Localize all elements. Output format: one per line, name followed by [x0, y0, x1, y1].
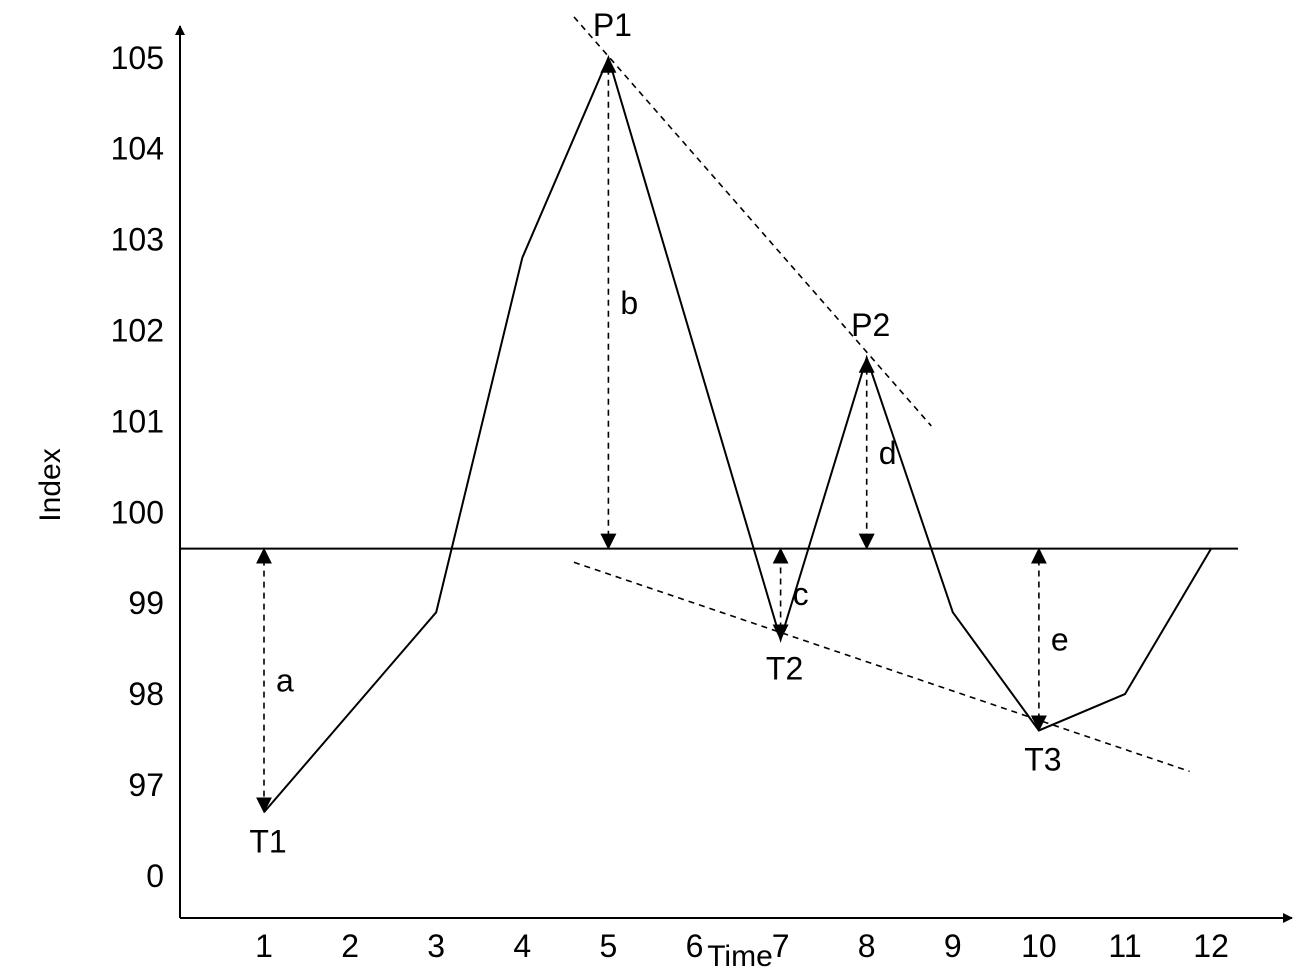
x-tick-label: 7	[772, 928, 790, 964]
point-label: T1	[249, 823, 286, 859]
x-tick-label: 6	[686, 928, 704, 964]
trend-line	[573, 16, 932, 427]
x-tick-label: 10	[1021, 928, 1057, 964]
x-tick-label: 8	[858, 928, 876, 964]
point-labels: T1 P1 T2 P2 T3	[249, 7, 1061, 859]
y-tick-label: 105	[111, 40, 164, 76]
point-label: T3	[1024, 741, 1061, 777]
point-label: T2	[766, 651, 803, 687]
point-label: P2	[851, 307, 890, 343]
y-tick-labels: 0 97 98 99 100 101 102 103 104 105	[111, 40, 164, 894]
measure-label: e	[1051, 622, 1069, 658]
measure-label: a	[276, 662, 294, 698]
x-tick-labels: 1 2 3 4 5 6 7 8 9 10 11 12	[255, 928, 1229, 964]
x-tick-label: 9	[944, 928, 962, 964]
y-tick-label: 104	[111, 131, 164, 167]
y-tick-label: 103	[111, 222, 164, 258]
measure-arrows: a b c d e	[256, 56, 1069, 814]
y-axis-title: Index	[34, 448, 67, 521]
y-tick-label: 101	[111, 403, 164, 439]
x-tick-label: 5	[600, 928, 618, 964]
y-tick-label: 99	[128, 585, 164, 621]
point-label: P1	[593, 7, 632, 43]
x-tick-label: 1	[255, 928, 273, 964]
x-tick-label: 3	[427, 928, 445, 964]
measure-label: c	[793, 576, 809, 612]
y-tick-label: 97	[128, 767, 164, 803]
series-line	[263, 54, 1212, 813]
y-tick-label: 0	[146, 858, 164, 894]
y-tick-label: 98	[128, 676, 164, 712]
x-tick-label: 2	[341, 928, 359, 964]
trend-line	[573, 561, 1190, 773]
x-tick-label: 4	[513, 928, 531, 964]
measure-label: d	[879, 435, 897, 471]
y-tick-label: 100	[111, 494, 164, 530]
measure-label: b	[620, 285, 638, 321]
x-tick-label: 11	[1108, 928, 1141, 964]
x-axis-title: Time	[707, 940, 773, 973]
trend-lines	[573, 16, 1190, 773]
x-tick-label: 12	[1193, 928, 1229, 964]
y-tick-label: 102	[111, 313, 164, 349]
